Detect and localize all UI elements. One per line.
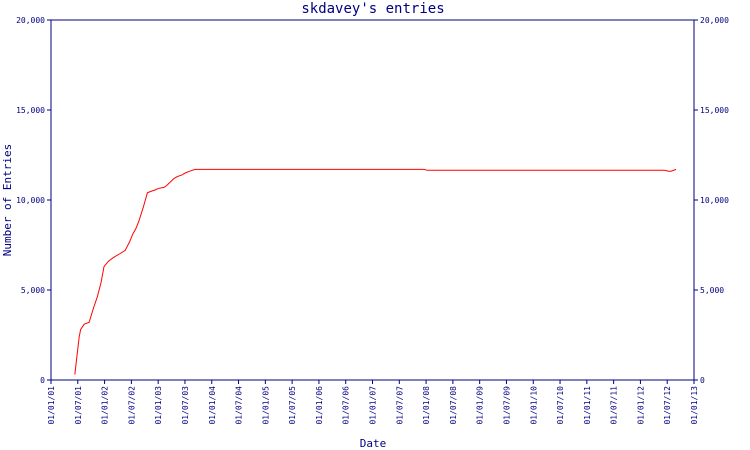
y-axis-right: 0 5,000 10,000 15,000 20,000	[694, 16, 729, 385]
y-tick-label-right: 10,000	[700, 196, 729, 205]
x-tick-label: 01/07/05	[288, 386, 297, 425]
x-tick-label: 01/07/06	[342, 386, 351, 425]
y-tick-label-left: 10,000	[16, 196, 45, 205]
x-tick-label: 01/01/09	[476, 386, 485, 425]
series-layer	[74, 168, 677, 375]
y-tick-label-left: 15,000	[16, 106, 45, 115]
x-tick-label: 01/07/03	[181, 386, 190, 425]
x-tick-label: 01/07/08	[449, 386, 458, 425]
x-tick-label: 01/01/02	[101, 386, 110, 425]
x-tick-label: 01/01/03	[154, 386, 163, 425]
x-tick-label: 01/01/12	[636, 386, 645, 425]
plot-frame	[50, 19, 695, 381]
y-axis-label: Number of Entries	[1, 144, 14, 257]
x-tick-label: 01/01/10	[529, 386, 538, 425]
x-tick-label: 01/01/07	[369, 386, 378, 425]
y-tick-label-left: 20,000	[16, 16, 45, 25]
y-tick-label-left: 0	[40, 376, 45, 385]
x-tick-label: 01/07/02	[127, 386, 136, 425]
y-tick-label-right: 15,000	[700, 106, 729, 115]
x-tick-label: 01/01/05	[261, 386, 270, 425]
x-tick-label: 01/01/08	[422, 386, 431, 425]
chart-title: skdavey's entries	[301, 1, 444, 17]
y-axis-left: 0 5,000 10,000 15,000 20,000	[16, 16, 51, 385]
x-tick-label: 01/07/09	[502, 386, 511, 425]
x-tick-label: 01/01/04	[208, 386, 217, 425]
x-tick-label: 01/01/11	[583, 386, 592, 425]
x-tick-label: 01/07/11	[610, 386, 619, 425]
x-tick-label: 01/07/01	[74, 386, 83, 425]
y-tick-label-right: 20,000	[700, 16, 729, 25]
x-tick-label: 01/07/10	[556, 386, 565, 425]
entries-series-line	[74, 168, 677, 375]
x-tick-label: 01/01/13	[690, 386, 699, 425]
x-tick-label: 01/01/01	[47, 386, 56, 425]
x-tick-label: 01/07/12	[663, 386, 672, 425]
y-tick-label-left: 5,000	[21, 286, 45, 295]
x-tick-label: 01/07/04	[235, 386, 244, 425]
x-tick-label: 01/07/07	[395, 386, 404, 425]
y-tick-label-right: 0	[700, 376, 705, 385]
x-axis: 01/01/01 01/07/01 01/01/02 01/07/02 01/01/03…	[47, 380, 699, 425]
x-axis-label: Date	[360, 437, 387, 450]
y-tick-label-right: 5,000	[700, 286, 724, 295]
x-tick-label: 01/01/06	[315, 386, 324, 425]
